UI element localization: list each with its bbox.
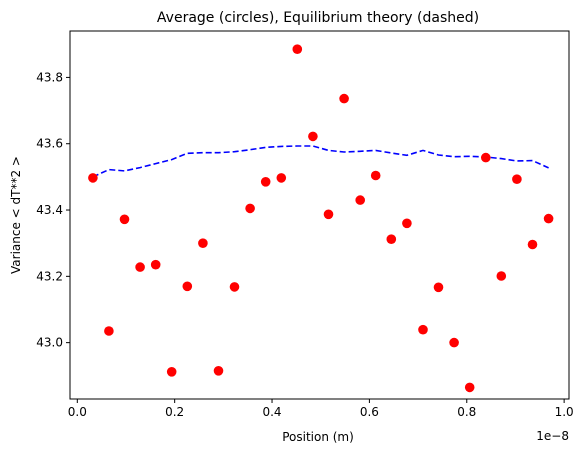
data-point (449, 337, 459, 348)
y-tick-label: 43.0 (36, 336, 63, 350)
y-tick-label: 43.2 (36, 269, 63, 283)
x-axis-label: Position (m) (282, 430, 354, 444)
data-point (481, 152, 491, 163)
data-point (213, 366, 224, 376)
data-point (527, 239, 538, 250)
data-point (119, 214, 130, 225)
y-tick-label: 43.4 (36, 203, 63, 217)
data-point (464, 382, 475, 393)
data-point (182, 281, 193, 292)
data-point (135, 262, 145, 272)
data-point (402, 218, 412, 229)
x-axis: 0.0 0.2 0.4 0.6 0.8 1.0 (68, 399, 574, 419)
x-tick-label: 0.6 (360, 405, 379, 419)
x-tick-label: 0.4 (262, 405, 281, 419)
x-axis-offset-label: 1e−8 (536, 429, 569, 443)
y-tick-label: 43.6 (36, 137, 63, 151)
x-tick-label: 0.2 (165, 405, 184, 419)
y-tick-label: 43.8 (36, 70, 63, 84)
y-axis: 43.0 43.2 43.4 43.6 43.8 (36, 70, 70, 350)
theory-dashed-line (92, 145, 549, 178)
data-point (418, 324, 428, 335)
data-point (104, 326, 114, 336)
data-point (323, 209, 334, 220)
plot-frame (69, 30, 570, 400)
data-point (150, 259, 161, 270)
data-point (276, 173, 287, 183)
data-point (386, 234, 397, 244)
chart-title: Average (circles), Equilibrium theory (d… (157, 10, 479, 26)
data-point (370, 170, 381, 181)
data-point (543, 213, 554, 224)
data-point (308, 131, 318, 142)
data-point (229, 282, 240, 292)
x-tick-label: 0.0 (68, 405, 87, 419)
data-point (512, 174, 522, 184)
data-point (433, 282, 444, 293)
x-tick-label: 0.8 (457, 405, 476, 419)
data-point (166, 367, 177, 377)
y-axis-label: Variance < dT**2 > (9, 156, 23, 274)
data-point (355, 195, 366, 205)
data-point (260, 177, 271, 187)
plot-area (88, 44, 554, 393)
data-point (496, 271, 507, 281)
data-point (88, 173, 98, 183)
data-point (292, 44, 303, 54)
data-point (245, 203, 255, 214)
x-tick-label: 1.0 (555, 405, 574, 419)
data-point (198, 238, 208, 248)
data-point (339, 93, 349, 104)
